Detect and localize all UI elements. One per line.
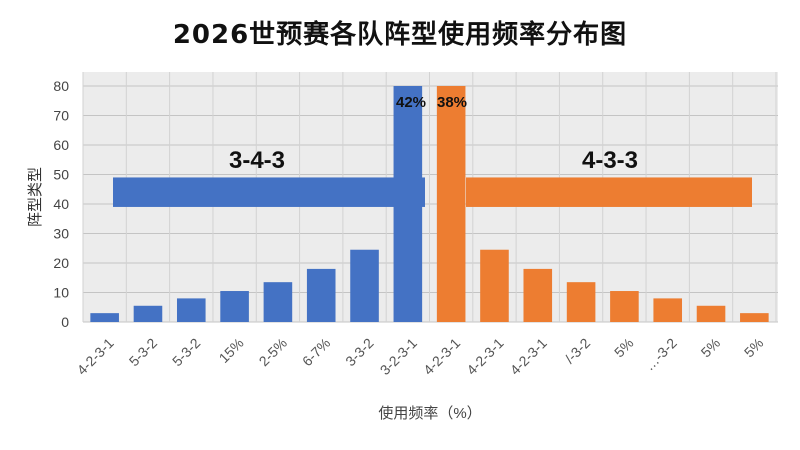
group-label: 4-3-3 [582, 147, 638, 174]
y-tick-label: 60 [53, 137, 69, 153]
x-tick-label: 4-2-3-1 [507, 335, 550, 378]
bar [566, 282, 596, 322]
x-axis-title: 使用频率（%） [378, 405, 481, 422]
x-tick-label: 5% [741, 335, 767, 361]
y-tick-label: 40 [53, 196, 69, 212]
bar [740, 313, 769, 322]
x-tick-label: 3-3-2 [342, 335, 377, 370]
bar [220, 291, 249, 322]
y-tick-label: 50 [53, 167, 69, 183]
x-tick-label: 2-5% [256, 335, 290, 369]
x-tick-label: 5-3-2 [126, 335, 161, 370]
x-tick-label: 5% [698, 335, 724, 361]
y-tick-label: 70 [53, 108, 69, 124]
x-tick-label: 4-2-3-1 [420, 335, 463, 378]
bar [480, 249, 509, 322]
bar [176, 298, 206, 322]
chart-title: 2026世预赛各队阵型使用频率分布图 [172, 20, 628, 50]
y-tick-label: 0 [61, 314, 69, 330]
group-label: 3-4-3 [229, 147, 285, 174]
x-tick-label: …-3-2 [641, 335, 680, 374]
group-band [113, 177, 425, 207]
y-tick-label: 20 [53, 255, 69, 271]
bar [696, 305, 726, 322]
x-tick-label: 6-7% [299, 335, 333, 369]
x-tick-label: 4-2-3-1 [463, 335, 506, 378]
bar [350, 249, 379, 322]
x-tick-label: 4-2-3-1 [74, 335, 117, 378]
x-tick-label: 5-3-2 [169, 335, 204, 370]
y-tick-label: 10 [53, 285, 69, 301]
bar [653, 298, 683, 322]
x-tick-label: 15% [216, 335, 247, 366]
bar [306, 268, 336, 322]
bar [523, 268, 553, 322]
bar [90, 313, 119, 322]
data-label: 42% [396, 94, 426, 111]
x-tick-label: 5% [611, 335, 637, 361]
bar [263, 282, 293, 322]
x-tick-label: 3-2-3-1 [377, 335, 420, 378]
bar [610, 291, 639, 322]
bar [133, 305, 163, 322]
y-tick-label: 30 [53, 226, 69, 242]
bar [436, 86, 466, 322]
x-tick-label: /-3-2 [562, 335, 594, 367]
y-axis-title: 阵型类型 [27, 167, 44, 227]
y-tick-label: 80 [53, 78, 69, 94]
group-band [466, 177, 752, 207]
data-label: 38% [437, 94, 467, 111]
